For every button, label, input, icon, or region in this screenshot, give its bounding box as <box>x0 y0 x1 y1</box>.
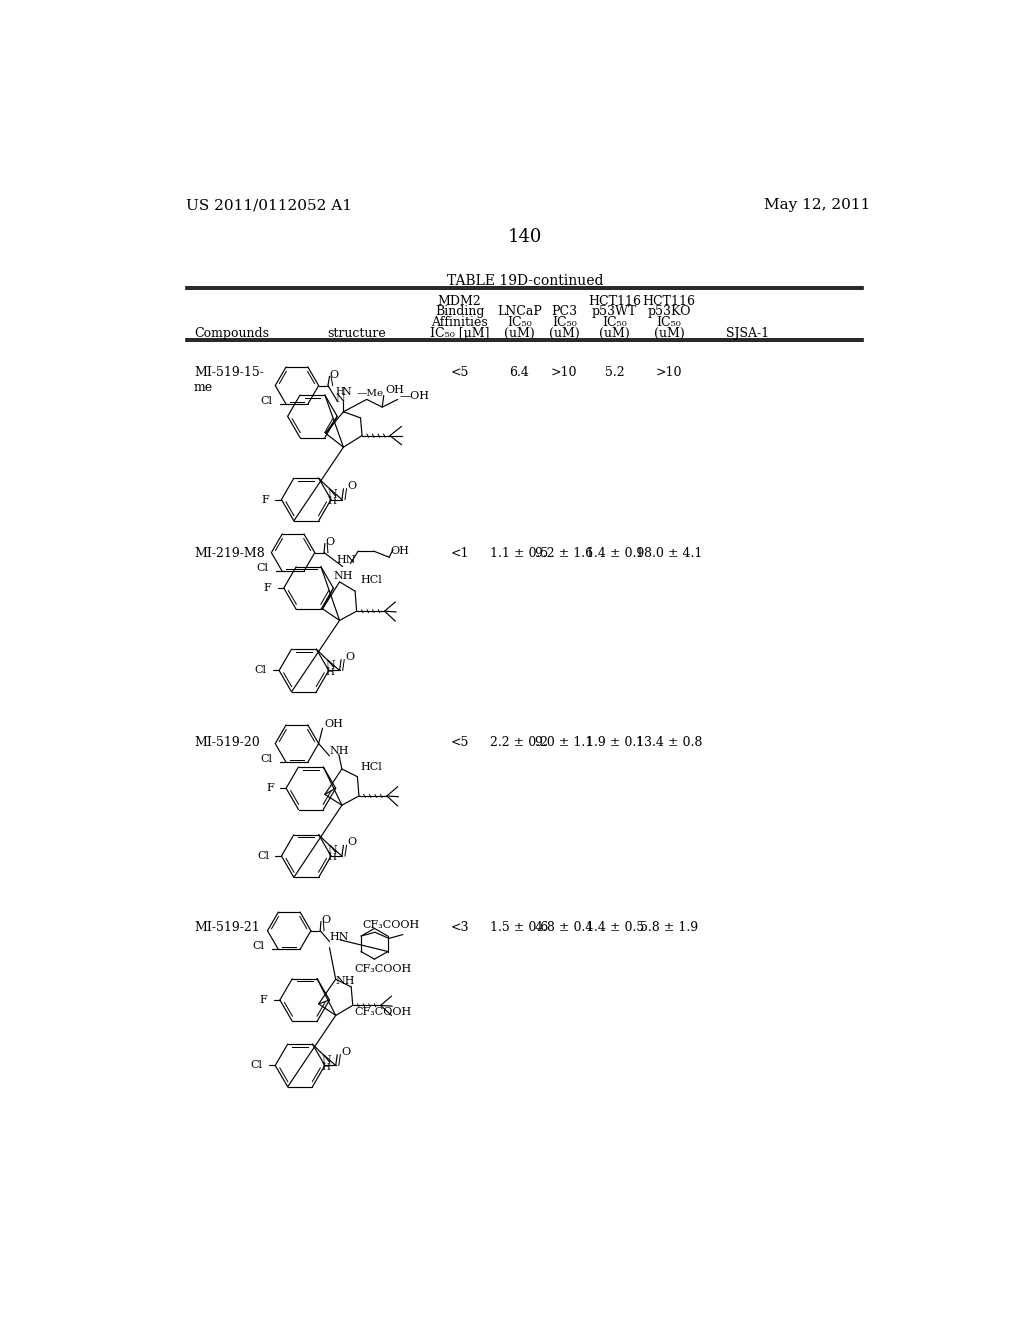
Text: 1.1 ± 0.5: 1.1 ± 0.5 <box>490 548 549 560</box>
Text: >10: >10 <box>655 367 682 379</box>
Text: Affinities: Affinities <box>431 317 488 329</box>
Text: HN: HN <box>337 556 356 565</box>
Text: O: O <box>341 1047 350 1056</box>
Text: O: O <box>330 370 339 380</box>
Text: TABLE 19D-continued: TABLE 19D-continued <box>446 275 603 288</box>
Text: OH: OH <box>391 546 410 556</box>
Text: H: H <box>326 668 335 677</box>
Text: NH: NH <box>330 746 349 756</box>
Text: F: F <box>263 583 271 593</box>
Text: US 2011/0112052 A1: US 2011/0112052 A1 <box>186 198 352 213</box>
Text: Cl: Cl <box>251 1060 263 1071</box>
Text: Cl: Cl <box>260 396 272 407</box>
Text: 6.4: 6.4 <box>509 367 529 379</box>
Text: IC₅₀: IC₅₀ <box>507 317 531 329</box>
Text: (uM): (uM) <box>549 327 580 341</box>
Text: MI-519-21: MI-519-21 <box>194 921 260 933</box>
Text: NH: NH <box>334 570 353 581</box>
Text: structure: structure <box>328 327 386 341</box>
Text: HCl: HCl <box>360 762 382 772</box>
Text: 2.2 ± 0.2: 2.2 ± 0.2 <box>490 737 549 748</box>
Text: Cl: Cl <box>255 665 266 676</box>
Text: 9.2 ± 1.6: 9.2 ± 1.6 <box>536 548 593 560</box>
Text: Cl: Cl <box>256 564 268 573</box>
Text: >10: >10 <box>551 367 578 379</box>
Text: Cl: Cl <box>257 851 269 861</box>
Text: Compounds: Compounds <box>194 327 269 341</box>
Text: O: O <box>345 652 354 661</box>
Text: CF₃COOH: CF₃COOH <box>354 964 412 974</box>
Text: <3: <3 <box>451 921 469 933</box>
Text: F: F <box>266 783 273 793</box>
Text: HCT116: HCT116 <box>642 294 695 308</box>
Text: Binding: Binding <box>435 305 484 318</box>
Text: May 12, 2011: May 12, 2011 <box>764 198 869 213</box>
Text: <1: <1 <box>451 548 469 560</box>
Text: —Me: —Me <box>356 389 384 397</box>
Text: CF₃COOH: CF₃COOH <box>354 1007 412 1016</box>
Text: H: H <box>328 853 337 862</box>
Text: N: N <box>336 395 345 404</box>
Text: p53WT: p53WT <box>592 305 637 318</box>
Text: PC3: PC3 <box>551 305 578 318</box>
Text: O: O <box>347 837 356 847</box>
Text: p53KO: p53KO <box>647 305 691 318</box>
Text: 5.2: 5.2 <box>605 367 625 379</box>
Text: N: N <box>322 1055 332 1065</box>
Text: N: N <box>342 387 351 397</box>
Text: SJSA-1: SJSA-1 <box>726 327 770 341</box>
Text: IC₅₀ [μM]: IC₅₀ [μM] <box>430 327 489 341</box>
Text: CF₃COOH: CF₃COOH <box>362 920 419 931</box>
Text: 13.4 ± 0.8: 13.4 ± 0.8 <box>636 737 702 748</box>
Text: MI-219-M8: MI-219-M8 <box>194 548 264 560</box>
Text: LNCaP: LNCaP <box>497 305 542 318</box>
Text: H: H <box>322 1063 331 1072</box>
Text: N: N <box>328 488 338 499</box>
Text: (uM): (uM) <box>599 327 630 341</box>
Text: NH: NH <box>336 975 355 986</box>
Text: 9.0 ± 1.1: 9.0 ± 1.1 <box>536 737 594 748</box>
Text: HCl: HCl <box>360 576 382 585</box>
Text: MI-519-20: MI-519-20 <box>194 737 260 748</box>
Text: IC₅₀: IC₅₀ <box>552 317 577 329</box>
Text: F: F <box>260 995 267 1005</box>
Text: 18.0 ± 4.1: 18.0 ± 4.1 <box>636 548 702 560</box>
Text: H: H <box>328 496 337 506</box>
Text: 1.9 ± 0.1: 1.9 ± 0.1 <box>586 737 644 748</box>
Text: 4.8 ± 0.4: 4.8 ± 0.4 <box>536 921 594 933</box>
Text: IC₅₀: IC₅₀ <box>602 317 627 329</box>
Text: 1.5 ± 0.6: 1.5 ± 0.6 <box>490 921 549 933</box>
Text: MI-519-15-
me: MI-519-15- me <box>194 367 264 395</box>
Text: (uM): (uM) <box>504 327 535 341</box>
Text: OH: OH <box>324 718 343 729</box>
Text: N: N <box>328 846 338 855</box>
Text: 1.4 ± 0.9: 1.4 ± 0.9 <box>586 548 644 560</box>
Text: Cl: Cl <box>260 754 272 764</box>
Text: <5: <5 <box>451 737 469 748</box>
Text: O: O <box>326 537 335 546</box>
Text: OH: OH <box>385 385 404 395</box>
Text: IC₅₀: IC₅₀ <box>656 317 681 329</box>
Text: (uM): (uM) <box>653 327 684 341</box>
Text: H: H <box>336 387 345 396</box>
Text: O: O <box>347 480 356 491</box>
Text: F: F <box>261 495 269 504</box>
Text: HN: HN <box>330 932 349 942</box>
Text: 5.8 ± 1.9: 5.8 ± 1.9 <box>640 921 698 933</box>
Text: 1.4 ± 0.5: 1.4 ± 0.5 <box>586 921 644 933</box>
Text: <5: <5 <box>451 367 469 379</box>
Text: 140: 140 <box>508 227 542 246</box>
Text: MDM2: MDM2 <box>438 294 481 308</box>
Text: O: O <box>322 915 331 925</box>
Text: —OH: —OH <box>399 391 429 401</box>
Text: HCT116: HCT116 <box>588 294 641 308</box>
Text: Cl: Cl <box>252 941 264 952</box>
Text: N: N <box>326 660 336 669</box>
